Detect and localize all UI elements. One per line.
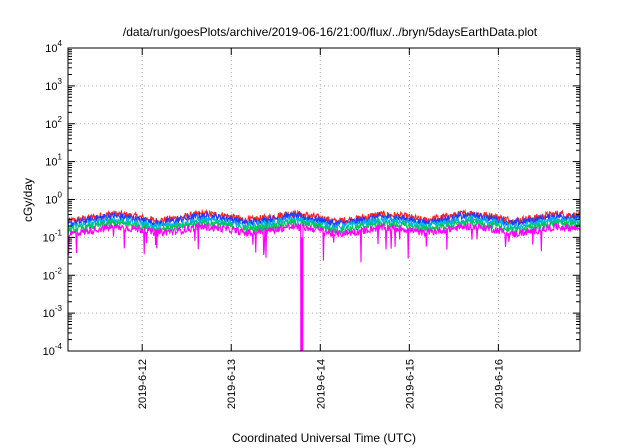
- y-tick-label: 10-3: [43, 304, 63, 320]
- x-tick-label: 2019-6-13: [226, 359, 238, 409]
- x-tick-label: 2019-6-14: [315, 359, 327, 409]
- x-axis-label: Coordinated Universal Time (UTC): [232, 431, 416, 445]
- series-layer: [67, 208, 581, 352]
- y-tick-label: 10-1: [43, 228, 63, 244]
- y-tick-label: 103: [45, 77, 62, 93]
- grid: [68, 48, 580, 351]
- series-line: [67, 211, 581, 229]
- x-tick-label: 2019-6-15: [404, 359, 416, 409]
- y-tick-label: 10-2: [43, 266, 63, 282]
- y-tick-label: 104: [45, 39, 62, 55]
- series-line: [67, 221, 581, 352]
- x-axis: 2019-6-12 2019-6-13 2019-6-14 2019-6-15 2019…: [137, 48, 505, 409]
- y-axis-label: cGy/day: [21, 178, 35, 222]
- y-tick-label: 10-4: [43, 342, 63, 358]
- series-line: [67, 217, 581, 236]
- chart-title: /data/run/goesPlots/archive/2019-06-16/2…: [123, 25, 538, 39]
- x-tick-label: 2019-6-12: [137, 359, 149, 409]
- y-axis: 10-4 10-3 10-2 10-1 100 101 102 103 104: [43, 39, 580, 358]
- y-tick-label: 100: [45, 191, 62, 207]
- y-tick-label: 101: [45, 153, 62, 169]
- y-tick-label: 102: [45, 115, 62, 131]
- x-tick-label: 2019-6-16: [493, 359, 505, 409]
